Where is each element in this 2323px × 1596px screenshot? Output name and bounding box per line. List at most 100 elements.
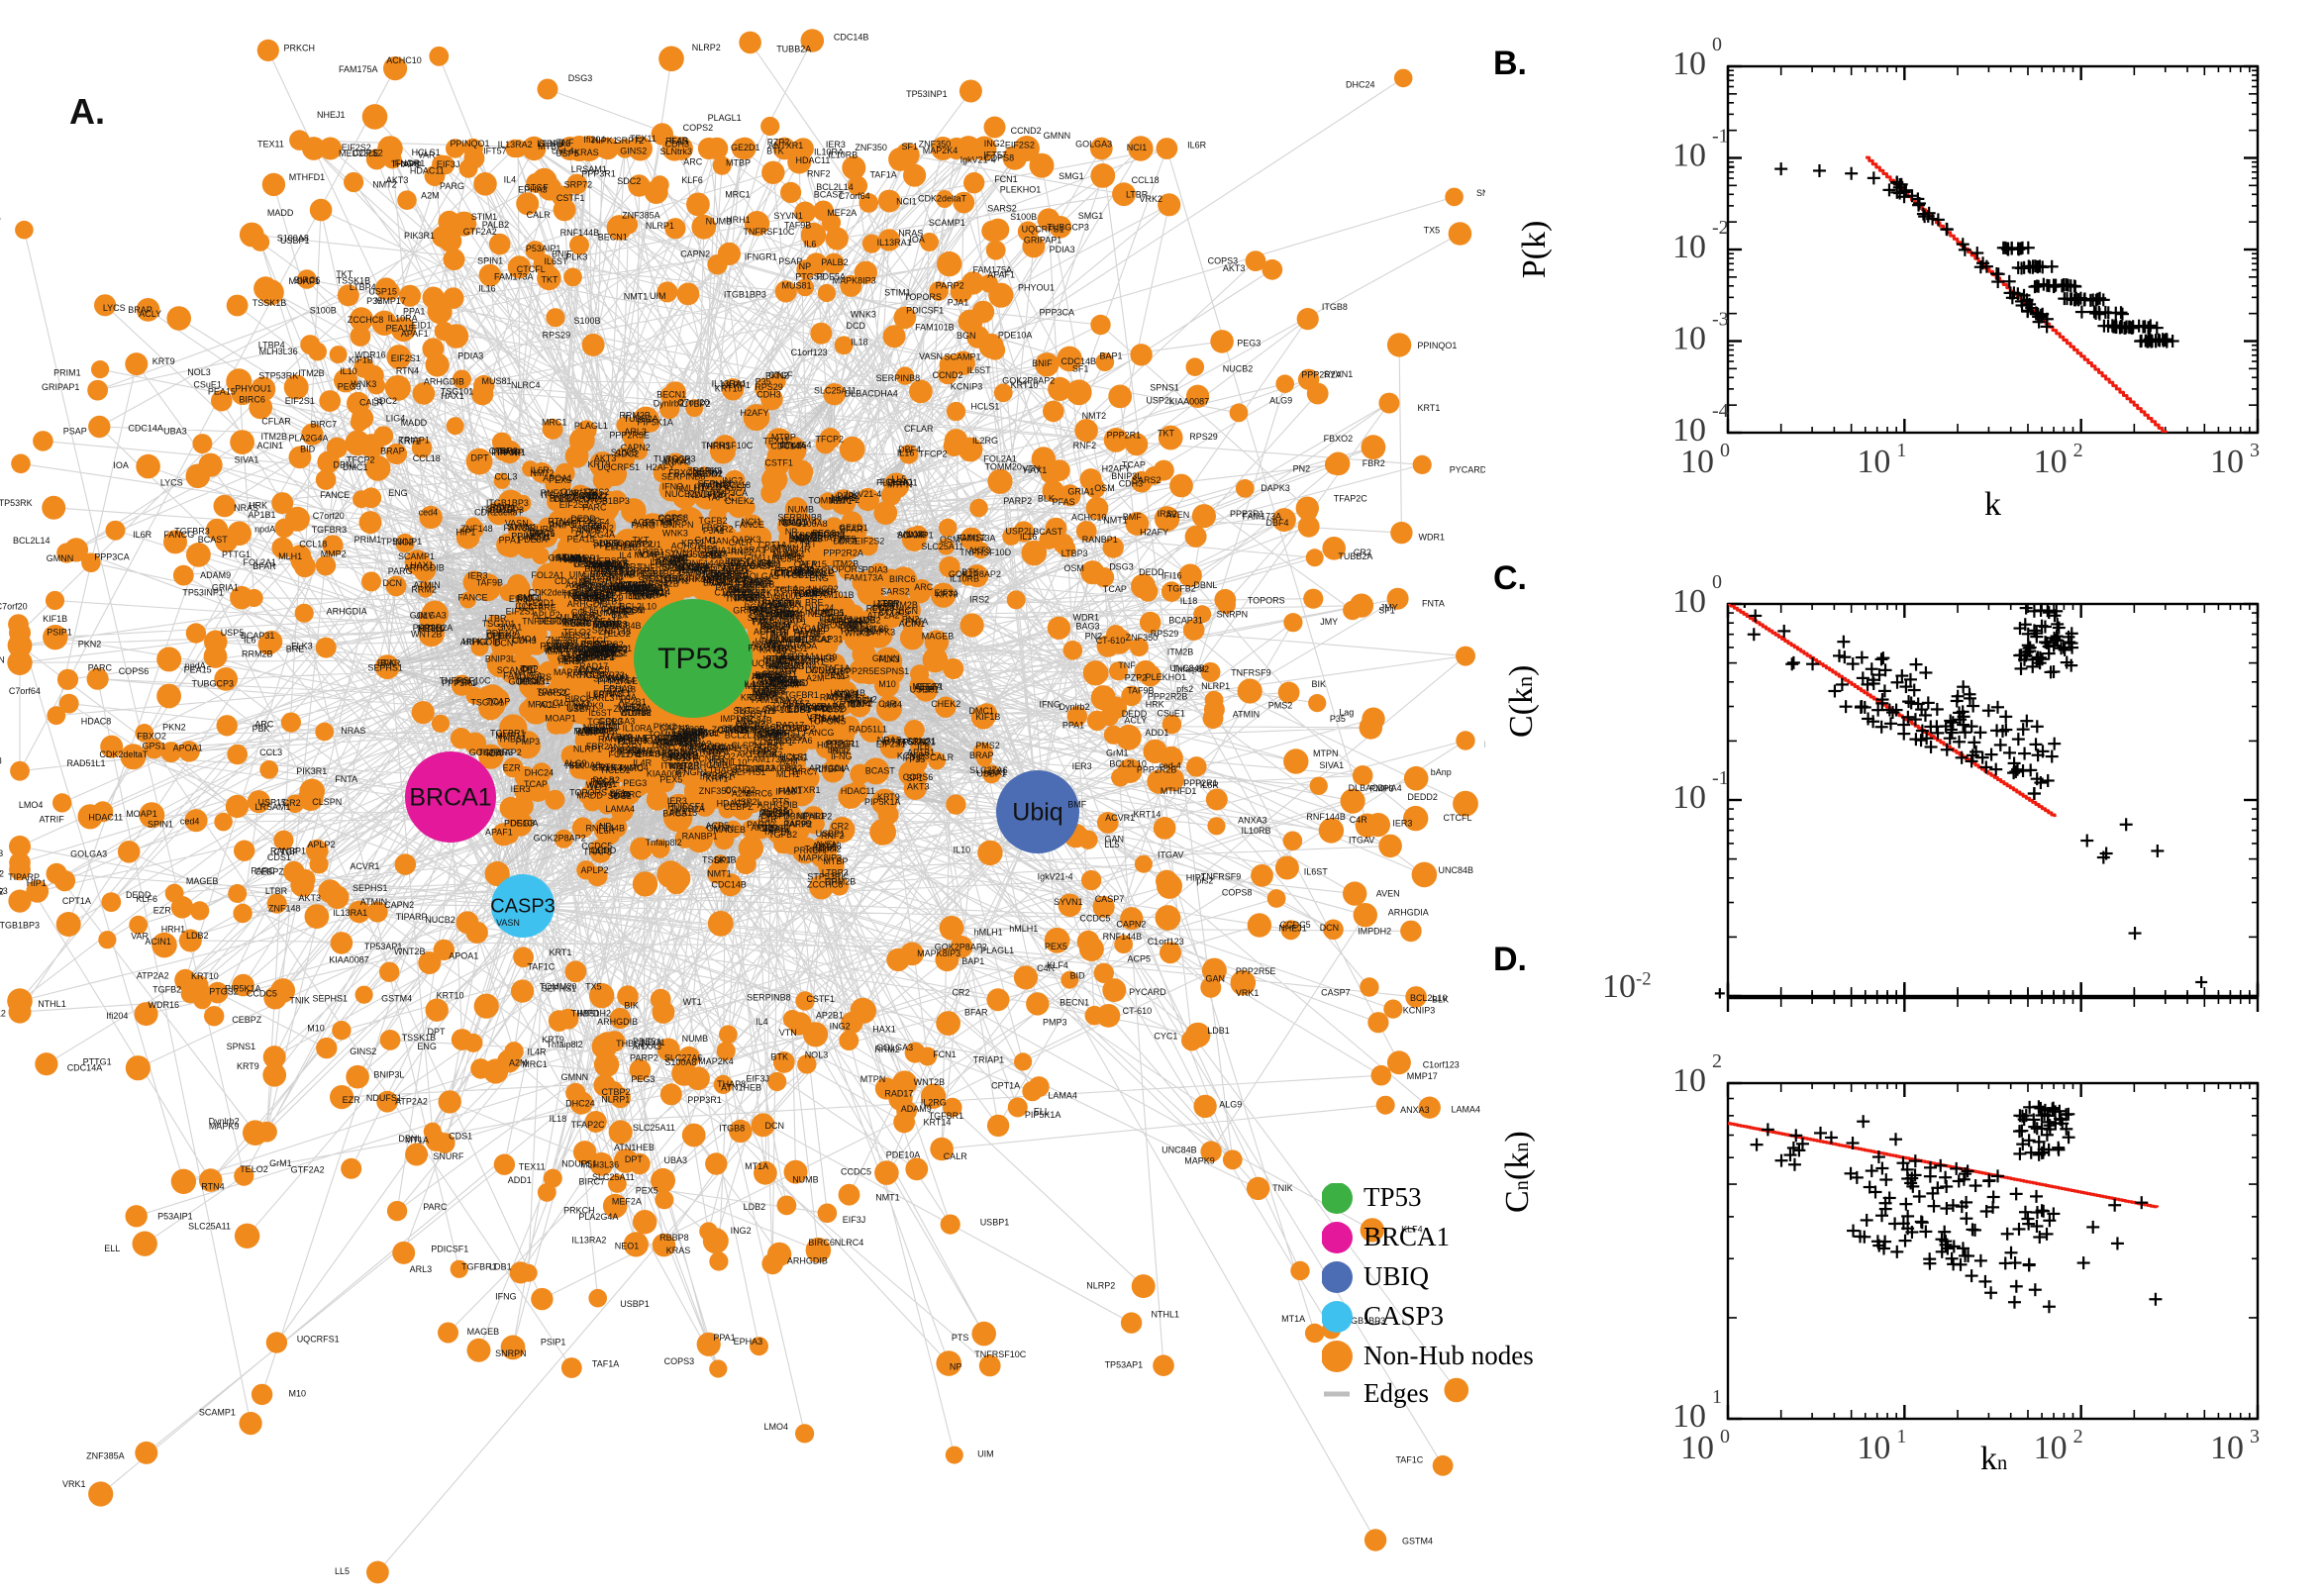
svg-text:LMO4: LMO4 xyxy=(19,800,44,810)
svg-text:CCL18: CCL18 xyxy=(515,601,543,611)
svg-text:KIAA0087: KIAA0087 xyxy=(329,955,369,965)
svg-text:PALB2: PALB2 xyxy=(821,257,848,267)
svg-text:BIRC6: BIRC6 xyxy=(529,529,556,539)
svg-text:STIM1: STIM1 xyxy=(471,212,498,222)
svg-text:EIF2S2: EIF2S2 xyxy=(1005,141,1035,150)
svg-text:GMNN: GMNN xyxy=(47,553,74,563)
svg-text:UNC84B: UNC84B xyxy=(1162,1146,1197,1155)
svg-text:HIP1: HIP1 xyxy=(789,635,809,645)
svg-text:npdA: npdA xyxy=(185,661,206,671)
svg-text:LDB1: LDB1 xyxy=(815,843,838,852)
svg-text:ced4: ced4 xyxy=(882,700,902,710)
svg-text:IFI16: IFI16 xyxy=(1162,571,1182,581)
svg-text:RRM2B: RRM2B xyxy=(242,648,273,658)
svg-text:GTF2A2: GTF2A2 xyxy=(291,1165,325,1175)
svg-text:PDE10A: PDE10A xyxy=(504,819,539,829)
svg-text:PARP2: PARP2 xyxy=(1003,496,1032,506)
svg-text:HAX1: HAX1 xyxy=(872,1025,896,1035)
svg-text:10: 10 xyxy=(1672,1062,1706,1099)
svg-text:PYCARD: PYCARD xyxy=(1450,464,1485,474)
svg-text:UIM: UIM xyxy=(977,1449,994,1459)
svg-text:DEDD2: DEDD2 xyxy=(538,616,568,626)
svg-text:ZNF385A: ZNF385A xyxy=(622,211,660,221)
svg-text:NCI1: NCI1 xyxy=(1127,143,1148,152)
svg-text:NOL3: NOL3 xyxy=(187,367,211,377)
svg-text:NUCB2: NUCB2 xyxy=(425,915,455,925)
svg-text:CFLAR: CFLAR xyxy=(261,417,291,427)
svg-text:CLSPN: CLSPN xyxy=(312,797,342,807)
svg-text:FCN1: FCN1 xyxy=(933,1049,957,1059)
svg-text:PHYOU1: PHYOU1 xyxy=(235,384,271,394)
svg-text:HCLS1: HCLS1 xyxy=(970,402,999,412)
svg-text:A2M: A2M xyxy=(421,191,440,201)
svg-text:SDC2: SDC2 xyxy=(615,449,639,458)
svg-text:IL4R: IL4R xyxy=(758,814,778,824)
svg-text:Ubiq: Ubiq xyxy=(1012,798,1062,826)
svg-text:KCNIP3: KCNIP3 xyxy=(763,654,796,664)
svg-text:PJA1: PJA1 xyxy=(948,297,969,307)
svg-text:IL10RB: IL10RB xyxy=(1241,826,1270,836)
svg-text:FBXO2: FBXO2 xyxy=(1324,434,1354,444)
svg-text:PPP2R2B: PPP2R2B xyxy=(1137,764,1177,774)
svg-text:PSIP1: PSIP1 xyxy=(541,1337,566,1347)
svg-text:ced-4: ced-4 xyxy=(552,147,574,156)
svg-text:PLAGL1: PLAGL1 xyxy=(574,421,608,431)
svg-text:S100A8: S100A8 xyxy=(277,233,309,243)
svg-text:ADD1: ADD1 xyxy=(508,1175,532,1185)
svg-text:ITM2B: ITM2B xyxy=(1167,648,1194,657)
svg-text:EZR: EZR xyxy=(153,906,172,916)
svg-text:TNIK: TNIK xyxy=(289,996,310,1006)
svg-text:NLRC4: NLRC4 xyxy=(835,1238,864,1247)
svg-text:IL6R: IL6R xyxy=(133,530,152,540)
svg-text:KRT10: KRT10 xyxy=(1011,380,1039,390)
svg-text:PDE10A: PDE10A xyxy=(998,331,1033,341)
svg-text:NRAS: NRAS xyxy=(898,229,923,239)
svg-text:SCAMP1: SCAMP1 xyxy=(944,351,980,361)
svg-text:P53AIP1: P53AIP1 xyxy=(157,1211,193,1221)
svg-text:ITGB8: ITGB8 xyxy=(719,1124,745,1134)
svg-text:BTK: BTK xyxy=(770,1051,788,1061)
svg-text:PEA15: PEA15 xyxy=(208,386,236,396)
svg-text:RPS29: RPS29 xyxy=(543,331,571,341)
svg-text:NCI1: NCI1 xyxy=(896,197,917,207)
svg-text:GOK2P8AP2: GOK2P8AP2 xyxy=(469,748,522,757)
svg-text:THBS1: THBS1 xyxy=(571,1009,600,1019)
svg-text:IL6ST: IL6ST xyxy=(1304,866,1329,876)
svg-text:BIK: BIK xyxy=(1312,679,1327,689)
svg-text:IL18: IL18 xyxy=(550,1114,567,1124)
svg-text:PPP2R1: PPP2R1 xyxy=(1107,430,1142,440)
svg-text:BFAR: BFAR xyxy=(252,561,276,571)
svg-text:PLAGL1: PLAGL1 xyxy=(708,113,742,123)
svg-text:IL2RG: IL2RG xyxy=(972,436,998,446)
svg-text:ced4: ced4 xyxy=(180,817,200,827)
svg-text:WNT2B: WNT2B xyxy=(914,1077,946,1087)
svg-text:A2M: A2M xyxy=(779,756,798,766)
svg-text:GINS2: GINS2 xyxy=(718,726,745,736)
svg-text:IL10RB: IL10RB xyxy=(828,150,858,159)
svg-text:NMT2: NMT2 xyxy=(372,180,397,190)
svg-text:IRS2: IRS2 xyxy=(969,595,989,605)
svg-text:LMO4: LMO4 xyxy=(763,1422,788,1432)
svg-text:ANXA3: ANXA3 xyxy=(1400,1105,1430,1115)
svg-text:FANCE: FANCE xyxy=(320,490,350,500)
svg-text:TP53AP1: TP53AP1 xyxy=(1105,1359,1144,1369)
svg-text:IOA: IOA xyxy=(113,460,129,470)
svg-text:Tnfaip8l2: Tnfaip8l2 xyxy=(646,838,682,848)
svg-text:ACIN1: ACIN1 xyxy=(256,441,283,450)
svg-text:CCND2: CCND2 xyxy=(572,491,603,501)
svg-text:NHEJ1: NHEJ1 xyxy=(317,110,346,120)
svg-text:BCAST: BCAST xyxy=(198,535,229,545)
svg-text:MMP17: MMP17 xyxy=(1407,1071,1438,1081)
svg-text:GOLGA3: GOLGA3 xyxy=(70,849,107,859)
svg-text:VRK2: VRK2 xyxy=(1140,194,1163,204)
svg-text:KRT2: KRT2 xyxy=(398,436,421,446)
svg-text:BECN1: BECN1 xyxy=(598,233,628,243)
svg-text:SARS2: SARS2 xyxy=(987,204,1017,214)
svg-text:EZR: EZR xyxy=(343,1095,361,1105)
svg-text:C7orf20: C7orf20 xyxy=(313,511,345,521)
svg-text:ANTXR1: ANTXR1 xyxy=(768,141,804,150)
svg-text:KLF6: KLF6 xyxy=(681,175,703,185)
svg-text:PDICSF1: PDICSF1 xyxy=(431,1244,468,1253)
svg-text:SPNS1: SPNS1 xyxy=(227,1042,256,1051)
svg-text:PPP3R1: PPP3R1 xyxy=(442,678,476,688)
